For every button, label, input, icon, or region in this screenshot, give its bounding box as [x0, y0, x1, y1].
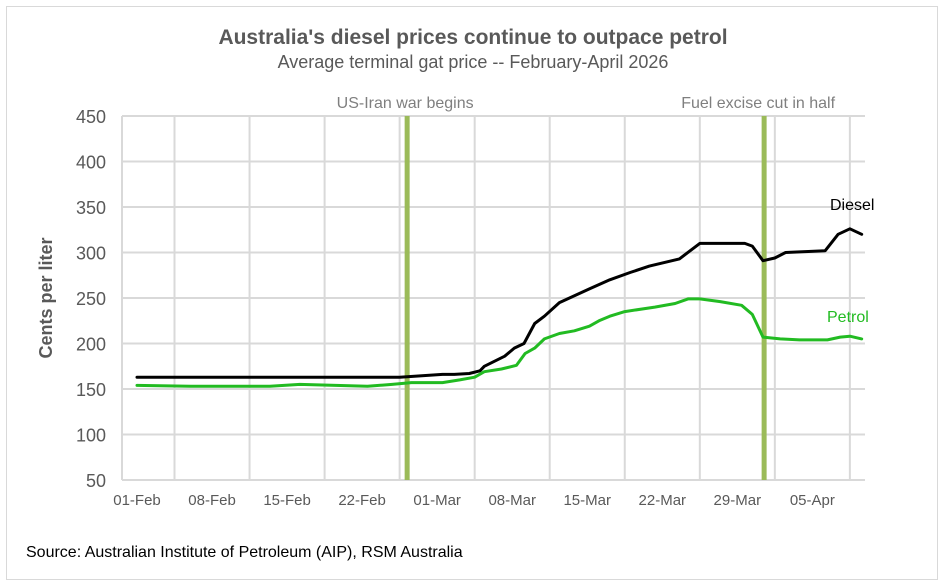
chart-subtitle: Average terminal gat price -- February-A…	[277, 52, 669, 72]
gridlines	[121, 115, 865, 481]
y-tick-label: 150	[76, 380, 106, 400]
event-annotations: US-Iran war begins Fuel excise cut in hal…	[337, 95, 836, 480]
y-tick-label: 100	[76, 426, 106, 446]
y-tick-label: 200	[76, 335, 106, 355]
x-tick-label: 22-Mar	[639, 492, 687, 509]
x-tick-label: 22-Feb	[338, 492, 386, 509]
x-tick-label: 01-Feb	[113, 492, 161, 509]
series-line-diesel	[135, 227, 864, 379]
x-tick-label: 05-Apr	[790, 492, 835, 509]
y-tick-label: 50	[86, 471, 106, 491]
event-label: US-Iran war begins	[337, 95, 474, 112]
x-tick-label: 29-Mar	[714, 492, 762, 509]
x-tick-label: 15-Mar	[563, 492, 611, 509]
y-tick-label: 250	[76, 289, 106, 309]
event-label: Fuel excise cut in half	[681, 95, 835, 112]
chart-source: Source: Australian Institute of Petroleu…	[26, 544, 463, 561]
y-axis-ticks: 50 100 150 200 250 300 350 400 450	[76, 107, 106, 491]
series-line-petrol	[135, 297, 864, 388]
y-tick-label: 450	[76, 107, 106, 127]
x-tick-label: 01-Mar	[413, 492, 461, 509]
chart-frame	[6, 6, 938, 580]
x-tick-label: 08-Mar	[488, 492, 536, 509]
x-tick-label: 15-Feb	[263, 492, 311, 509]
series-lines	[135, 227, 864, 388]
y-tick-label: 400	[76, 153, 106, 173]
x-axis-ticks: 01-Feb 08-Feb 15-Feb 22-Feb 01-Mar 08-Mar 15-M…	[113, 492, 835, 509]
x-tick-label: 08-Feb	[188, 492, 236, 509]
y-tick-label: 300	[76, 244, 106, 264]
y-tick-label: 350	[76, 198, 106, 218]
series-label-diesel: Diesel	[830, 197, 874, 214]
y-axis-label: Cents per liter	[36, 237, 56, 358]
chart-title: Australia's diesel prices continue to ou…	[218, 26, 728, 49]
series-label-petrol: Petrol	[827, 309, 869, 326]
